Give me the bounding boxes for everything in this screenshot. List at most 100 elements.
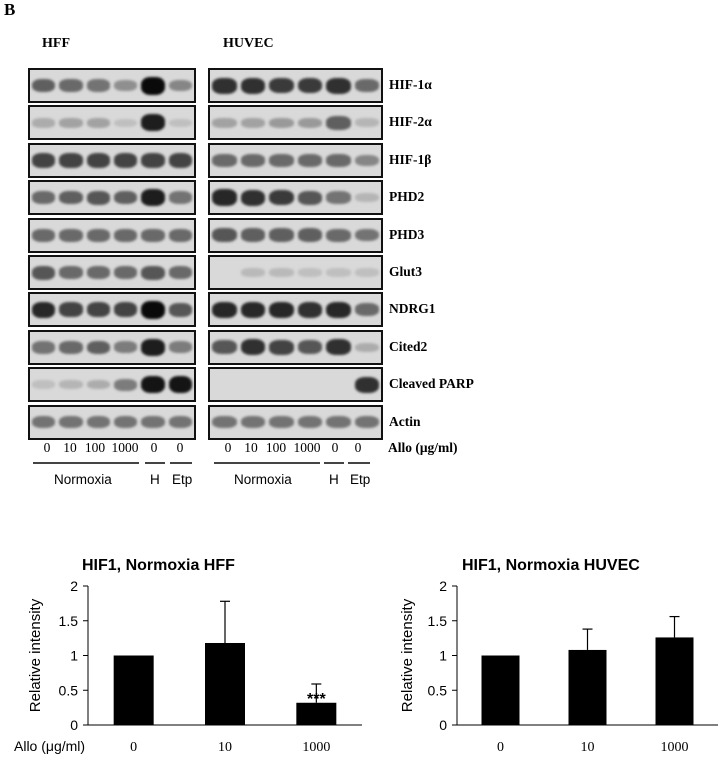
- blot-hff-row-6-band-3: [86, 266, 110, 279]
- y-tick-label: 2: [439, 578, 447, 594]
- blot-huvec-row-2-band-6: [354, 118, 379, 128]
- blot-hff-row-7: [28, 292, 196, 328]
- bar-1: [481, 655, 520, 725]
- blot-huvec-row-2-band-1: [212, 117, 237, 128]
- blot-hff-row-10-band-4: [114, 415, 138, 429]
- blot-hff-row-1-band-5: [141, 76, 165, 95]
- blot-huvec-row-8-band-6: [354, 342, 379, 353]
- blot-hff-row-8: [28, 329, 196, 365]
- blot-hff-row-2-band-3: [86, 117, 110, 128]
- blot-huvec-row-5-band-1: [212, 228, 237, 243]
- protein-label-4: PHD2: [389, 189, 425, 205]
- blot-huvec-row-7: [208, 292, 383, 328]
- blot-hff-row-5: [28, 217, 196, 253]
- blot-huvec-row-4-band-4: [297, 190, 322, 205]
- bar-chart-hff: HIF1, Normoxia HFF 0 0.5 1 1.5 2 Relative inte…: [14, 557, 362, 755]
- y-axis-label: Relative intensity: [27, 598, 44, 712]
- group-label-etp-huvec: Etp: [350, 472, 371, 487]
- lane-label-hff-5: 0: [150, 440, 158, 455]
- group-line-normoxia-hff: [33, 462, 139, 464]
- blot-hff-row-2-band-4: [114, 118, 138, 128]
- blot-hff-row-6-band-5: [141, 265, 165, 280]
- blot-huvec-row-6-band-2: [240, 268, 265, 277]
- blot-hff-row-1-band-3: [86, 79, 110, 92]
- blot-huvec-row-10-band-2: [240, 415, 265, 429]
- blot-huvec-row-10-band-3: [269, 415, 294, 429]
- blot-hff-row-8-band-3: [86, 340, 110, 355]
- blot-hff-row-10-band-5: [141, 415, 165, 429]
- blot-huvec-row-4-band-3: [269, 189, 294, 206]
- blot-huvec-row-8-band-5: [326, 339, 351, 356]
- blot-hff-row-5-band-6: [168, 228, 192, 242]
- blot-hff-row-4-band-5: [141, 189, 165, 207]
- blot-hff-row-6-band-1: [32, 265, 56, 280]
- blot-huvec-row-1-band-2: [240, 77, 265, 94]
- blot-huvec-row-10-band-4: [297, 415, 322, 429]
- blot-huvec-row-2-band-2: [240, 117, 265, 128]
- lane-label-hff-6: 0: [176, 440, 184, 455]
- y-tick-label: 1: [70, 648, 78, 664]
- y-tick-label: 0.5: [428, 682, 448, 698]
- blot-huvec-row-7-band-6: [354, 303, 379, 317]
- y-tick-label: 0.5: [59, 682, 79, 698]
- blot-hff-row-9-band-6: [168, 375, 192, 394]
- blot-huvec-row-9-band-6: [354, 376, 379, 393]
- blot-hff-row-4-band-2: [59, 190, 83, 205]
- blot-hff-row-3-band-3: [86, 152, 110, 168]
- blot-hff-row-7-band-1: [32, 301, 56, 319]
- lane-label-huvec-1: 0: [224, 440, 232, 455]
- blot-huvec-row-2-band-4: [297, 117, 322, 129]
- blot-hff-row-7-band-3: [86, 302, 110, 318]
- bar-2: [568, 649, 607, 725]
- blot-hff-row-10-band-2: [59, 415, 83, 429]
- blot-hff-row-6-band-6: [168, 266, 192, 279]
- blot-hff-row-9-band-4: [114, 378, 138, 391]
- blot-huvec-row-3: [208, 142, 383, 178]
- bar-3: [655, 637, 694, 725]
- chart-title: HIF1, Normoxia HUVEC: [462, 557, 640, 574]
- blot-hff-row-10: [28, 404, 196, 440]
- cell-title-hff: HFF: [42, 36, 70, 51]
- cell-title-huvec: HUVEC: [223, 36, 274, 51]
- group-line-etp-hff: [170, 462, 192, 464]
- blot-hff-row-4-band-1: [32, 191, 56, 205]
- lane-label-huvec-5: 0: [331, 440, 339, 455]
- category-label-1: 0: [130, 740, 137, 755]
- blot-hff-row-10-band-6: [168, 415, 192, 429]
- blot-huvec-row-5-band-6: [354, 228, 379, 242]
- blot-hff-row-8-band-2: [59, 340, 83, 354]
- blot-hff-row-4: [28, 180, 196, 216]
- blot-huvec-row-6-band-4: [297, 268, 322, 277]
- blot-huvec-row-1-band-1: [212, 77, 237, 94]
- blot-hff-row-1: [28, 68, 196, 103]
- blot-hff-row-7-band-2: [59, 302, 83, 318]
- group-label-normoxia-hff: Normoxia: [54, 472, 112, 487]
- category-label-2: 10: [581, 740, 595, 755]
- blot-hff-row-5-band-1: [32, 228, 56, 242]
- blot-huvec-row-2-band-5: [326, 116, 351, 130]
- blot-huvec-row-4-band-5: [326, 191, 351, 204]
- blot-hff-row-2: [28, 105, 196, 141]
- group-label-etp-hff: Etp: [172, 472, 193, 487]
- blot-huvec-row-5-band-4: [297, 228, 322, 242]
- blot-huvec-row-7-band-1: [212, 301, 237, 319]
- blot-hff-row-9-band-3: [86, 379, 110, 390]
- blot-huvec-row-6-band-6: [354, 268, 379, 277]
- blot-hff-row-4-band-6: [168, 191, 192, 204]
- blot-huvec-row-1-band-3: [269, 77, 294, 94]
- blot-huvec-row-8-band-4: [297, 340, 322, 355]
- blot-huvec-row-1-band-5: [326, 77, 351, 94]
- blot-hff-row-7-band-6: [168, 302, 192, 317]
- category-label-3: 1000: [661, 740, 689, 755]
- blot-huvec-row-1: [208, 68, 383, 103]
- blot-hff-row-5-band-5: [141, 228, 165, 242]
- blot-huvec-row-7-band-3: [269, 301, 294, 319]
- y-tick-label: 0: [70, 717, 78, 733]
- blot-hff-row-6-band-2: [59, 266, 83, 279]
- panel-label: B: [4, 0, 16, 19]
- protein-label-10: Actin: [389, 413, 421, 429]
- blot-hff-row-6-band-4: [114, 266, 138, 279]
- lane-label-huvec-6: 0: [354, 440, 362, 455]
- blot-hff-row-7-band-5: [141, 300, 165, 319]
- blot-huvec-row-3-band-2: [240, 153, 265, 167]
